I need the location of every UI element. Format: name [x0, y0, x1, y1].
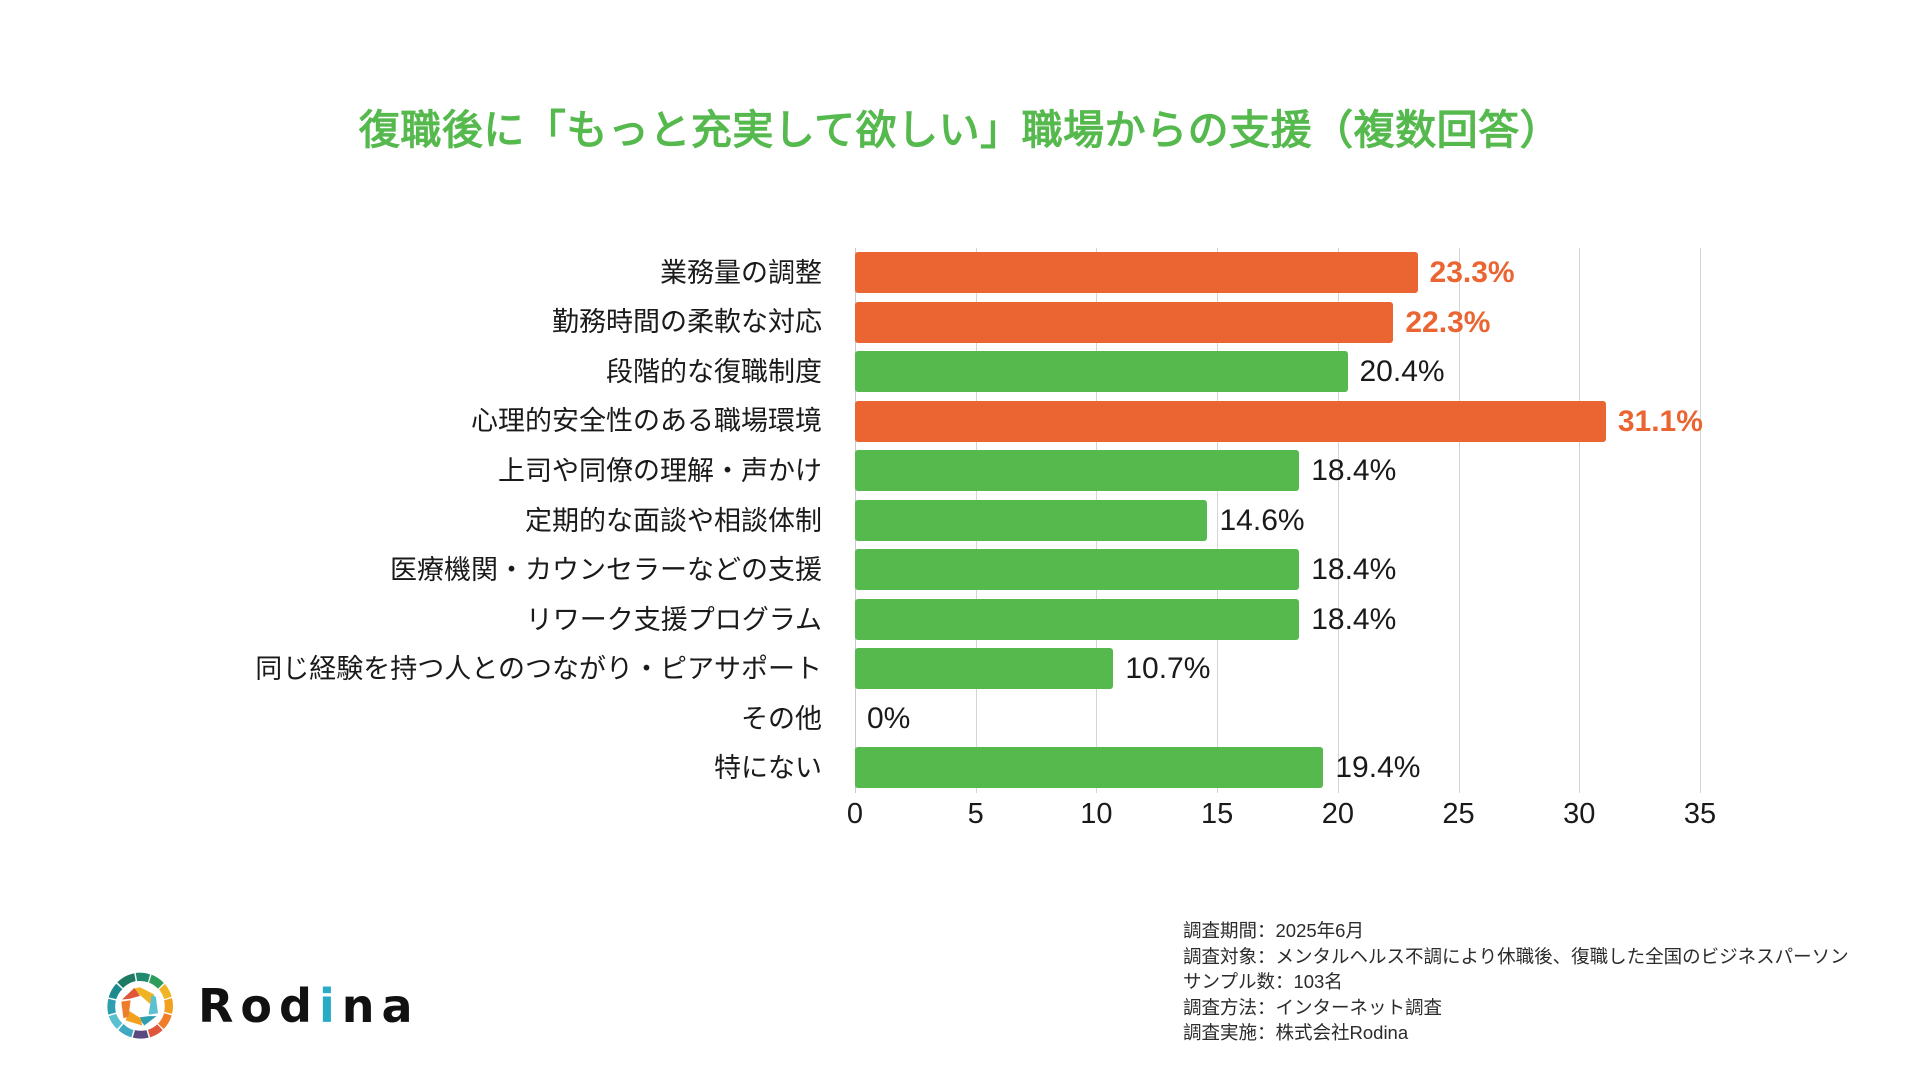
brand-logo: Rodina: [104, 968, 444, 1044]
survey-note-line: 調査実施：株式会社Rodina: [1183, 1022, 1409, 1043]
x-tick-label: 25: [1442, 798, 1475, 830]
survey-note-line: サンプル数：103名: [1183, 971, 1343, 992]
category-label: 医療機関・カウンセラーなどの支援: [390, 555, 822, 586]
bar: [855, 499, 1208, 541]
bar: [855, 400, 1606, 442]
bar-row: 0%: [855, 694, 1700, 744]
plot-area: 23.3% 22.3% 20.4% 31.1% 18.4% 14.6% 18.4% 18.4%…: [855, 248, 1703, 793]
bar-row: 19.4%: [855, 743, 1700, 793]
bar: [855, 252, 1418, 293]
bar-value-label: 18.4%: [1311, 454, 1397, 488]
category-label: 同じ経験を持つ人とのつながり・ピアサポート: [255, 654, 822, 685]
x-tick-label: 15: [1201, 798, 1234, 830]
bar-row: 18.4%: [855, 595, 1700, 645]
bar-row: 10.7%: [855, 644, 1700, 694]
category-label: 定期的な面談や相談体制: [525, 505, 822, 536]
bar-row: 23.3%: [855, 248, 1700, 298]
category-axis: 業務量の調整勤務時間の柔軟な対応段階的な復職制度心理的安全性のある職場環境上司や…: [120, 248, 840, 793]
gridline: [1217, 248, 1219, 793]
bar-value-label: 20.4%: [1359, 355, 1445, 389]
bar-row: 20.4%: [855, 347, 1700, 397]
gridline: [1579, 248, 1581, 793]
survey-note-line: 調査期間：2025年6月: [1183, 920, 1364, 941]
rodina-aperture-icon: [107, 972, 174, 1039]
category-label: リワーク支援プログラム: [525, 604, 822, 635]
category-label: 特にない: [714, 753, 822, 784]
x-tick-label: 20: [1321, 798, 1354, 830]
bar-row: 14.6%: [855, 496, 1700, 546]
gridline: [1458, 248, 1460, 793]
x-tick-label: 0: [846, 798, 864, 830]
bar-value-label: 10.7%: [1125, 652, 1211, 686]
bar-value-label: 23.3%: [1429, 256, 1515, 289]
gridline: [1700, 248, 1701, 793]
bar-row: 22.3%: [855, 298, 1700, 348]
gridline: [1337, 248, 1339, 793]
bar-row: 18.4%: [855, 446, 1700, 496]
x-tick-label: 10: [1080, 798, 1113, 830]
category-label: 業務量の調整: [660, 257, 822, 288]
bar: [855, 450, 1300, 492]
bar-row: 31.1%: [855, 397, 1703, 447]
bar-value-label: 0%: [867, 701, 911, 735]
bar-value-label: 14.6%: [1219, 503, 1305, 537]
category-label: その他: [741, 703, 822, 734]
bar-row: 18.4%: [855, 545, 1700, 595]
category-label: 勤務時間の柔軟な対応: [552, 307, 822, 338]
category-label: 段階的な復職制度: [606, 356, 822, 387]
bar-value-label: 19.4%: [1335, 751, 1421, 785]
bar-value-label: 22.3%: [1405, 305, 1491, 339]
category-label: 上司や同僚の理解・声かけ: [498, 455, 822, 486]
category-label: 心理的安全性のある職場環境: [471, 406, 822, 437]
bar: [855, 598, 1300, 640]
survey-note-line: 調査方法：インターネット調査: [1183, 996, 1443, 1018]
bar: [855, 648, 1114, 690]
x-axis: 0 5 10 15 20 25 30 35: [847, 798, 1716, 846]
bar: [855, 351, 1348, 393]
survey-note-line: 調査対象：メンタルヘルス不調により休職後、復職した全国のビジネスパーソン: [1183, 945, 1849, 967]
bar: [855, 549, 1300, 591]
bar-rows: 23.3% 22.3% 20.4% 31.1% 18.4% 14.6% 18.4% 18.4%…: [855, 248, 1703, 793]
survey-notes: 調査期間：2025年6月調査対象：メンタルヘルス不調により休職後、復職した全国の…: [1183, 918, 1849, 1046]
x-tick-label: 5: [967, 798, 984, 830]
page-title: 復職後に「もっと充実して欲しい」職場からの支援（複数回答）: [358, 107, 1562, 153]
bar-value-label: 18.4%: [1311, 553, 1397, 587]
bar: [855, 301, 1394, 343]
x-tick-label: 35: [1683, 798, 1717, 830]
logo-wordmark: Rodina: [198, 979, 420, 1033]
bar-value-label: 31.1%: [1617, 404, 1703, 438]
bar-value-label: 18.4%: [1311, 602, 1397, 636]
bar: [855, 747, 1324, 789]
x-tick-label: 30: [1563, 798, 1596, 830]
